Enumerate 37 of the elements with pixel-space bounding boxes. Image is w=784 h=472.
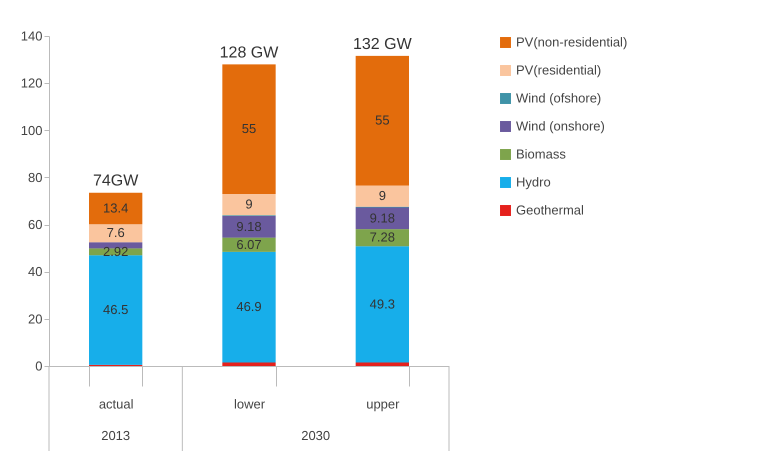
x-tick-label: upper [366, 396, 400, 412]
y-tick-label: 60 [28, 217, 42, 232]
text: 2030 [301, 428, 330, 443]
y-tick-label: 140 [20, 28, 42, 44]
data-label: 9.18 [370, 210, 395, 226]
x-tick-label: actual [98, 396, 134, 412]
total-label: 128 GW [220, 44, 280, 62]
data-label: 49.3 [370, 296, 395, 312]
y-tick-label: 40 [28, 264, 42, 280]
y-tick-label: 20 [28, 311, 42, 326]
y-tick-label: 0 [35, 358, 42, 374]
data-label: 9 [378, 188, 386, 204]
x-tick-label: lower [234, 396, 266, 412]
data-label: 7.28 [370, 230, 395, 245]
data-label: 46.9 [236, 299, 262, 314]
legend-label: PV(residential) [516, 62, 602, 78]
data-label: 9.18 [236, 218, 262, 234]
data-label: 13.4 [103, 200, 128, 216]
total-label: 132 GW [352, 36, 413, 53]
legend-label: Biomass [516, 146, 566, 162]
legend-label: PV(non-residential) [516, 34, 628, 50]
y-tick-label: 80 [28, 170, 42, 185]
total-label: 74GW [92, 172, 140, 190]
text: 2013 [101, 428, 130, 443]
legend-label: Wind (ofshore) [516, 90, 602, 106]
data-label: 55 [375, 112, 390, 128]
y-tick-label: 120 [20, 76, 42, 91]
data-label: 6.07 [236, 236, 262, 252]
legend-label: Wind (onshore) [516, 118, 605, 134]
data-label: 2.92 [103, 244, 128, 259]
y-tick-label: 100 [20, 122, 42, 138]
legend-label: Hydro [516, 174, 551, 190]
data-label: 9 [245, 196, 253, 212]
data-label: 46.5 [103, 302, 128, 318]
data-label: 7.6 [106, 225, 125, 240]
legend-label: Geothermal [516, 202, 584, 218]
data-label: 55 [242, 121, 256, 136]
